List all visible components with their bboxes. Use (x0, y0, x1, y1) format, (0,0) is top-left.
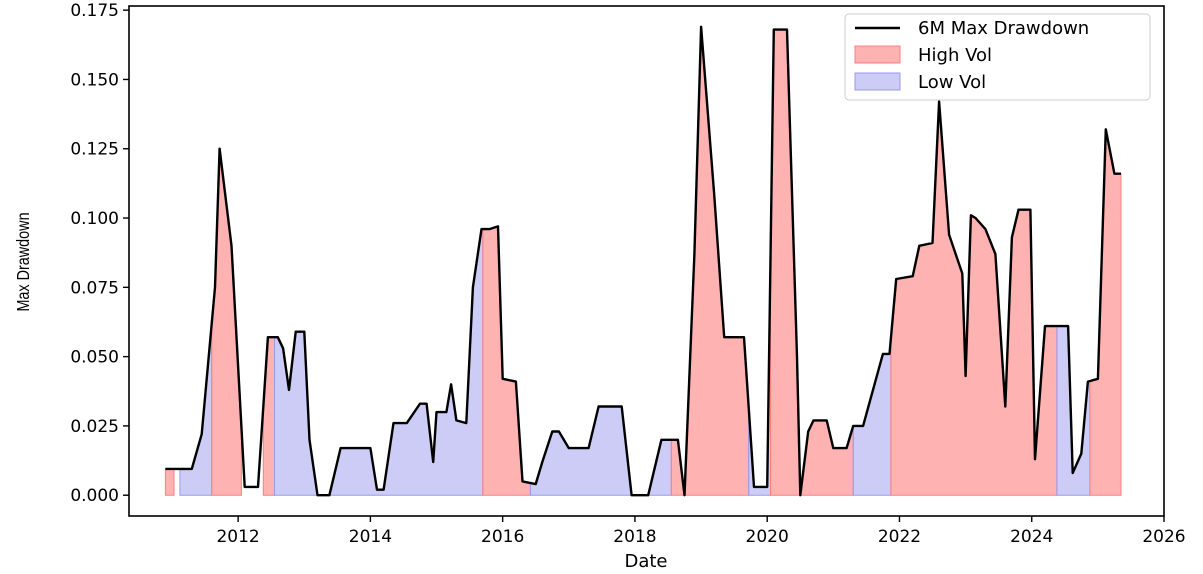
y-tick-label: 0.025 (70, 417, 119, 437)
y-axis-label: Max Drawdown (14, 212, 34, 311)
x-axis-label: Date (624, 551, 667, 572)
legend: 6M Max Drawdown High Vol Low Vol (844, 13, 1151, 101)
legend-label-high-vol: High Vol (918, 45, 992, 66)
x-tick-label: 2016 (481, 527, 524, 547)
x-tick-label: 2020 (746, 527, 789, 547)
y-tick-label: 0.050 (70, 348, 119, 368)
y-tick-label: 0.000 (70, 486, 119, 506)
y-tick-label: 0.125 (70, 140, 119, 160)
y-tick-label: 0.150 (70, 70, 119, 90)
drawdown-line (165, 25, 1121, 497)
x-tick-label: 2022 (878, 527, 921, 547)
plot-frame (128, 5, 1165, 517)
x-tick-label: 2018 (613, 527, 656, 547)
legend-label-low-vol: Low Vol (918, 72, 986, 93)
y-tick-label: 0.100 (70, 209, 119, 229)
y-tick-label: 0.075 (70, 278, 119, 298)
x-tick-label: 2026 (1142, 527, 1185, 547)
high-vol-region-13 (1089, 129, 1122, 496)
y-tick-label: 0.175 (70, 1, 119, 21)
high-vol-region-5 (482, 225, 531, 496)
legend-lowvol-swatch (854, 72, 901, 91)
legend-label-drawdown: 6M Max Drawdown (918, 18, 1089, 39)
legend-highvol-swatch (854, 45, 901, 64)
high-vol-region-0 (164, 468, 175, 496)
x-tick-label: 2012 (216, 527, 259, 547)
high-vol-region-3 (262, 336, 275, 496)
x-tick-label: 2024 (1010, 527, 1053, 547)
high-vol-region-7 (670, 26, 750, 496)
x-tick-label: 2014 (349, 527, 392, 547)
y-axis-ticks: 0.000 0.025 0.050 0.075 0.100 0.125 0.150 0.175 (70, 1, 129, 506)
legend-box (844, 13, 1151, 101)
x-axis-ticks: 2012 2014 2016 2018 2020 2022 2024 2026 (216, 516, 1186, 547)
low-vol-region-10 (852, 338, 892, 496)
